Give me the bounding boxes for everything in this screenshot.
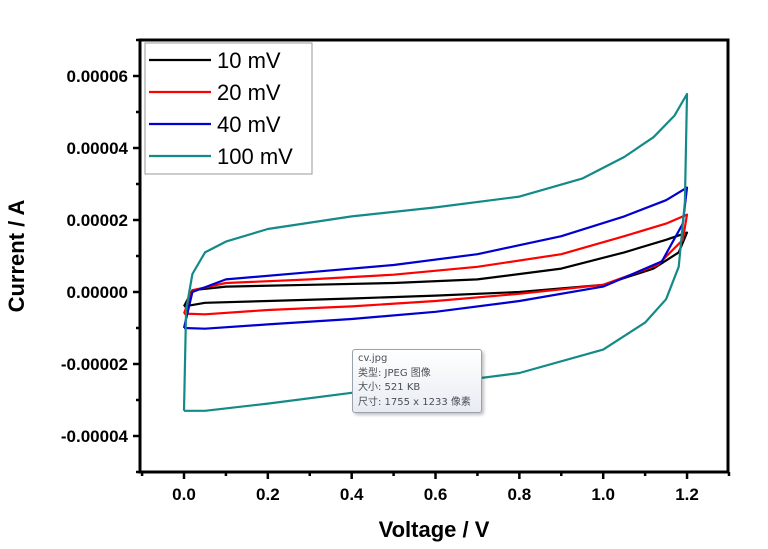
legend-label: 10 mV — [217, 48, 281, 73]
y-axis-title: Current / A — [4, 199, 29, 312]
x-tick-label: 1.2 — [675, 485, 699, 504]
x-tick-label: 0.0 — [172, 485, 196, 504]
y-tick-label: 0.00004 — [67, 139, 129, 158]
legend-label: 20 mV — [217, 80, 281, 105]
x-tick-label: 0.2 — [256, 485, 280, 504]
y-tick-label: -0.00002 — [61, 355, 128, 374]
series-line-10-mv — [183, 231, 689, 308]
legend-label: 100 mV — [217, 144, 293, 169]
y-tick-label: -0.00004 — [61, 427, 129, 446]
x-axis-title: Voltage / V — [379, 517, 490, 542]
tooltip-dimensions: 尺寸: 1755 x 1233 像素 — [358, 396, 471, 408]
tooltip-type: 类型: JPEG 图像 — [358, 367, 431, 379]
series-line-40-mv — [182, 186, 689, 330]
x-tick-label: 1.0 — [591, 485, 615, 504]
tooltip-size: 大小: 521 KB — [358, 382, 421, 393]
y-tick-label: 0.00006 — [67, 67, 128, 86]
legend-label: 40 mV — [217, 112, 281, 137]
file-tooltip: cv.jpg 类型: JPEG 图像 大小: 521 KB 尺寸: 1755 x… — [352, 349, 482, 413]
legend-box — [144, 42, 313, 175]
y-tick-label: 0.00000 — [67, 283, 128, 302]
y-tick-label: 0.00002 — [67, 211, 128, 230]
legend: 10 mV 20 mV 40 mV 100 mV — [144, 42, 313, 175]
tooltip-filename: cv.jpg — [358, 353, 388, 364]
x-tick-label: 0.8 — [508, 485, 532, 504]
series-line-20-mv — [182, 213, 689, 316]
x-axis-ticks: 0.0 0.2 0.4 0.6 0.8 1.0 1.2 — [140, 472, 731, 504]
x-tick-label: 0.6 — [424, 485, 448, 504]
y-axis-ticks: 0.00006 0.00004 0.00002 0.00000 -0.00002 -0.0… — [61, 38, 140, 474]
x-tick-label: 0.4 — [340, 485, 364, 504]
